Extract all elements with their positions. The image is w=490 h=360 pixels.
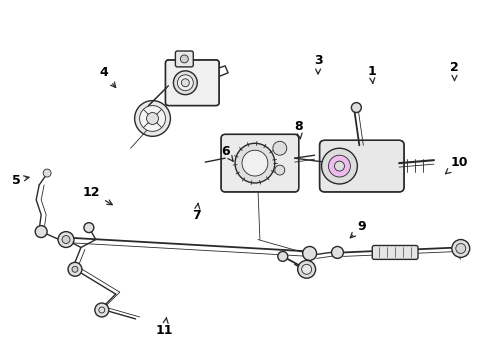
- Circle shape: [242, 150, 268, 176]
- Circle shape: [84, 223, 94, 233]
- Text: 2: 2: [450, 61, 459, 80]
- FancyBboxPatch shape: [319, 140, 404, 192]
- FancyBboxPatch shape: [166, 60, 219, 105]
- Circle shape: [181, 79, 189, 87]
- FancyBboxPatch shape: [221, 134, 299, 192]
- Circle shape: [62, 235, 70, 243]
- Circle shape: [452, 239, 470, 257]
- Text: 5: 5: [12, 174, 29, 186]
- Circle shape: [328, 155, 350, 177]
- Circle shape: [135, 100, 171, 136]
- Circle shape: [177, 75, 193, 91]
- Text: 6: 6: [221, 145, 233, 161]
- Text: 12: 12: [83, 186, 112, 205]
- Text: 7: 7: [192, 203, 200, 222]
- Circle shape: [275, 165, 285, 175]
- Circle shape: [321, 148, 357, 184]
- Circle shape: [351, 103, 361, 113]
- Circle shape: [235, 143, 275, 183]
- Text: 11: 11: [156, 318, 173, 337]
- Circle shape: [302, 264, 312, 274]
- Circle shape: [147, 113, 158, 125]
- Circle shape: [273, 141, 287, 155]
- Text: 1: 1: [368, 64, 376, 84]
- Text: 10: 10: [445, 156, 468, 174]
- FancyBboxPatch shape: [372, 246, 418, 260]
- Text: 4: 4: [99, 66, 116, 87]
- Circle shape: [43, 169, 51, 177]
- Circle shape: [68, 262, 82, 276]
- Text: 9: 9: [350, 220, 366, 238]
- Circle shape: [58, 231, 74, 247]
- Circle shape: [140, 105, 166, 131]
- FancyBboxPatch shape: [175, 51, 193, 67]
- Circle shape: [278, 251, 288, 261]
- Circle shape: [173, 71, 197, 95]
- Text: 8: 8: [294, 120, 303, 139]
- Circle shape: [456, 243, 466, 253]
- Circle shape: [332, 247, 343, 258]
- Circle shape: [35, 226, 47, 238]
- Circle shape: [298, 260, 316, 278]
- Circle shape: [72, 266, 78, 272]
- Circle shape: [180, 55, 188, 63]
- Circle shape: [95, 303, 109, 317]
- Circle shape: [303, 247, 317, 260]
- Circle shape: [335, 161, 344, 171]
- Text: 3: 3: [314, 54, 322, 74]
